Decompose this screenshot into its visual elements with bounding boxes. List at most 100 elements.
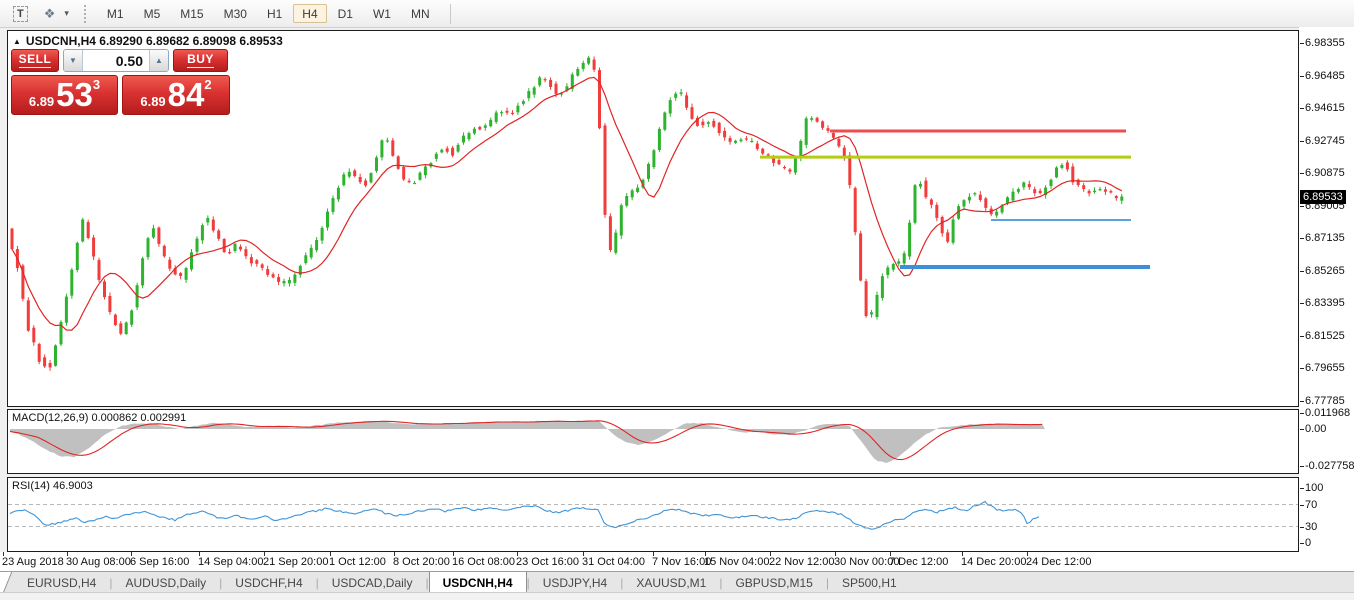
time-tick-label: 21 Sep 20:00 — [263, 556, 329, 568]
timeframe-button-w1[interactable]: W1 — [364, 4, 400, 23]
chart-tab-xauusd-m1[interactable]: XAUUSD,M1 — [636, 575, 707, 590]
volume-decrease-button[interactable]: ▼ — [64, 50, 83, 71]
tab-separator: | — [109, 575, 113, 590]
volume-increase-button[interactable]: ▲ — [149, 50, 168, 71]
sell-price-pip: 3 — [92, 77, 101, 92]
arrows-icon: ❖ — [43, 5, 56, 21]
text-label-tool-button[interactable]: T — [6, 3, 35, 24]
buy-price-big: 84 — [167, 76, 205, 113]
collapse-triangle-icon[interactable]: ▲ — [13, 36, 21, 46]
toolbar-drag-grip[interactable] — [83, 4, 89, 23]
sell-price-prefix: 6.89 — [28, 94, 55, 109]
buy-button-label: BUY — [187, 52, 214, 68]
time-tick-label: 1 Oct 12:00 — [329, 556, 386, 568]
time-tick-label: 7 Dec 12:00 — [889, 556, 949, 568]
sell-price-display[interactable]: 6.89 53 3 — [11, 75, 118, 115]
price-tick-label: 6.85265 — [1300, 264, 1345, 277]
chart-tab-usdjpy-h4[interactable]: USDJPY,H4 — [542, 575, 608, 590]
chart-tab-usdcad-daily[interactable]: USDCAD,Daily — [331, 575, 413, 590]
time-tick — [394, 552, 395, 556]
chart-tab-sp500-h1[interactable]: SP500,H1 — [841, 575, 897, 590]
main-chart-pane[interactable]: ▲ USDCNH,H4 6.89290 6.89682 6.89098 6.89… — [7, 30, 1299, 407]
sell-button-label: SELL — [18, 52, 52, 68]
time-tick — [453, 552, 454, 556]
timeframe-button-m15[interactable]: M15 — [171, 4, 212, 23]
time-tick-label: 7 Nov 16:00 — [652, 556, 712, 568]
timeframe-button-h1[interactable]: H1 — [258, 4, 291, 23]
time-tick — [330, 552, 331, 556]
price-tick-label: 6.87135 — [1300, 232, 1345, 245]
time-tick-label: 30 Aug 08:00 — [66, 556, 131, 568]
timeframe-button-m1[interactable]: M1 — [98, 4, 133, 23]
current-price-label: 6.89533 — [1300, 189, 1346, 204]
spinner-up-icon: ▲ — [155, 56, 163, 65]
macd-tick-label: 0.011968 — [1299, 407, 1351, 419]
time-tick-label: 6 Sep 16:00 — [130, 556, 190, 568]
time-tick-label: 30 Nov 00:00 — [834, 556, 900, 568]
time-tick — [962, 552, 963, 556]
buy-price-display[interactable]: 6.89 84 2 — [122, 75, 230, 115]
time-tick-label: 16 Oct 08:00 — [452, 556, 515, 568]
chevron-down-icon: ▾ — [64, 8, 69, 18]
macd-tick-label: 0.00 — [1299, 423, 1327, 435]
time-tick — [1027, 552, 1028, 556]
tab-separator: | — [620, 575, 624, 590]
tab-bar-notch — [0, 572, 13, 593]
macd-canvas[interactable] — [8, 410, 1298, 473]
chart-tab-usdchf-h4[interactable]: USDCHF,H4 — [235, 575, 303, 590]
price-tick-label: 6.77785 — [1300, 394, 1345, 407]
time-axis[interactable]: 23 Aug 2018 30 Aug 08:00 6 Sep 16:00 14 Sep… — [0, 552, 1354, 571]
time-tick-label: 23 Aug 2018 — [2, 556, 64, 568]
macd-histogram — [10, 420, 1045, 463]
price-axis[interactable]: 6.98355 6.96485 6.94615 6.92745 6.90875 6.890… — [1299, 27, 1354, 571]
toolbar-separator — [449, 3, 451, 24]
tab-separator: | — [219, 575, 223, 590]
tab-separator: | — [526, 575, 530, 590]
buy-price-prefix: 6.89 — [140, 94, 166, 109]
buy-price-pip: 2 — [204, 77, 212, 92]
sell-button[interactable]: SELL — [11, 49, 59, 72]
chart-tab-usdcnh-h4[interactable]: USDCNH,H4 — [428, 572, 527, 593]
time-tick — [835, 552, 836, 556]
rsi-tick-label: 100 — [1299, 482, 1324, 494]
price-tick-label: 6.83395 — [1300, 297, 1345, 310]
time-tick-label: 8 Oct 20:00 — [393, 556, 450, 568]
time-tick-label: 15 Nov 04:00 — [704, 556, 770, 568]
time-tick-label: 24 Dec 12:00 — [1026, 556, 1092, 568]
price-tick-label: 6.94615 — [1300, 102, 1345, 115]
price-chart-canvas[interactable] — [8, 31, 1298, 406]
macd-pane[interactable]: MACD(12,26,9) 0.000862 0.002991 — [7, 409, 1299, 474]
chart-tab-gbpusd-m15[interactable]: GBPUSD,M15 — [735, 575, 813, 590]
volume-input[interactable] — [83, 50, 149, 71]
rsi-tick-label: 30 — [1299, 520, 1318, 533]
timeframe-button-mn[interactable]: MN — [402, 4, 439, 23]
price-tick-label: 6.90875 — [1300, 167, 1345, 180]
timeframe-button-h4[interactable]: H4 — [293, 4, 327, 23]
tab-separator: | — [719, 575, 723, 590]
chart-tab-audusd-daily[interactable]: AUDUSD,Daily — [125, 575, 207, 590]
rsi-label: RSI(14) 46.9003 — [12, 480, 93, 492]
time-tick — [890, 552, 891, 556]
status-strip — [0, 592, 1354, 600]
rsi-canvas[interactable] — [8, 478, 1298, 550]
time-tick-label: 31 Oct 04:00 — [582, 556, 645, 568]
rsi-tick-label: 70 — [1299, 498, 1318, 511]
price-tick-label: 6.96485 — [1300, 69, 1345, 82]
timeframe-button-m5[interactable]: M5 — [135, 4, 170, 23]
chart-tab-eurusd-h4[interactable]: EURUSD,H4 — [27, 575, 97, 590]
arrows-dropdown-button[interactable]: ▾ — [60, 3, 73, 24]
rsi-pane[interactable]: RSI(14) 46.9003 — [7, 477, 1299, 552]
time-tick — [199, 552, 200, 556]
buy-button[interactable]: BUY — [173, 49, 228, 72]
top-toolbar: T ❖ ▾ M1 M5 M15 M30 H1 H4 D1 W1 MN — [0, 0, 1354, 28]
time-tick — [705, 552, 706, 556]
time-tick — [517, 552, 518, 556]
timeframe-button-d1[interactable]: D1 — [329, 4, 362, 23]
arrows-tool-button[interactable]: ❖ — [37, 3, 63, 24]
chart-tabs: EURUSD,H4 | AUDUSD,Daily | USDCHF,H4 | USDCAD,… — [14, 572, 910, 593]
time-tick — [653, 552, 654, 556]
chart-title-text: USDCNH,H4 6.89290 6.89682 6.89098 6.8953… — [25, 34, 283, 48]
price-tick-label: 6.81525 — [1300, 329, 1345, 342]
time-tick-label: 22 Nov 12:00 — [769, 556, 835, 568]
timeframe-button-m30[interactable]: M30 — [215, 4, 256, 23]
